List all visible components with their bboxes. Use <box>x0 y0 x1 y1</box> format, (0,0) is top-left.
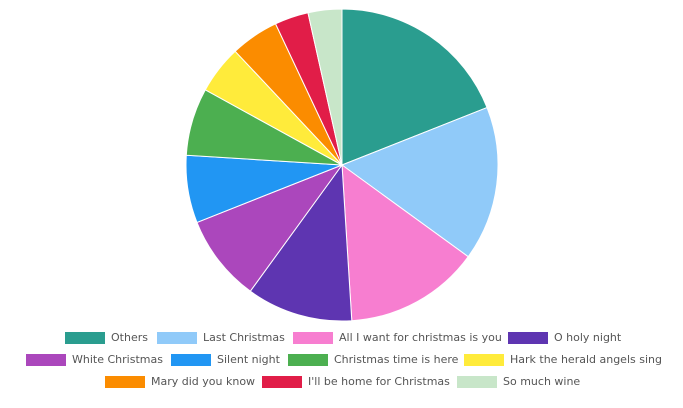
legend-swatch-so-much-wine <box>457 376 497 388</box>
legend-label-silent-night: Silent night <box>217 353 280 366</box>
legend-item-silent-night[interactable]: Silent night <box>171 353 280 367</box>
legend-item-last-christmas[interactable]: Last Christmas <box>157 331 285 345</box>
legend-item-hark-the-herald-angels-sing[interactable]: Hark the herald angels sing <box>464 353 662 367</box>
legend-item-mary-did-you-know[interactable]: Mary did you know <box>105 375 255 389</box>
pie-slice-others[interactable] <box>341 8 488 166</box>
legend-swatch-o-holy-night <box>508 332 548 344</box>
legend-swatch-white-christmas <box>26 354 66 366</box>
legend-item-white-christmas[interactable]: White Christmas <box>26 353 163 367</box>
pie-slice-o-holy-night[interactable] <box>249 163 353 322</box>
legend-swatch-hark-the-herald-angels-sing <box>464 354 504 366</box>
legend-swatch-mary-did-you-know <box>105 376 145 388</box>
legend-label-o-holy-night: O holy night <box>554 331 622 344</box>
legend-item-ill-be-home-for-christmas[interactable]: I'll be home for Christmas <box>262 375 450 389</box>
pie-slice-all-i-want-for-christmas-is-you[interactable] <box>341 163 469 322</box>
pie-slice-white-christmas[interactable] <box>196 163 344 292</box>
legend-item-o-holy-night[interactable]: O holy night <box>508 331 621 345</box>
legend-swatch-christmas-time-is-here <box>288 354 328 366</box>
legend-label-mary-did-you-know: Mary did you know <box>151 375 256 388</box>
legend-label-last-christmas: Last Christmas <box>203 331 285 344</box>
legend-swatch-silent-night <box>171 354 211 366</box>
legend-label-hark-the-herald-angels-sing: Hark the herald angels sing <box>510 353 662 366</box>
legend-label-ill-be-home-for-christmas: I'll be home for Christmas <box>308 375 450 388</box>
legend-item-so-much-wine[interactable]: So much wine <box>457 375 580 389</box>
legend-label-so-much-wine: So much wine <box>503 375 581 388</box>
legend-swatch-ill-be-home-for-christmas <box>262 376 302 388</box>
legend-label-all-i-want-for-christmas-is-you: All I want for christmas is you <box>339 331 502 344</box>
legend-item-christmas-time-is-here[interactable]: Christmas time is here <box>288 353 458 367</box>
legend-item-others[interactable]: Others <box>65 331 148 345</box>
legend-swatch-all-i-want-for-christmas-is-you <box>293 332 333 344</box>
legend-swatch-others <box>65 332 105 344</box>
legend-label-others: Others <box>111 331 148 344</box>
legend-label-white-christmas: White Christmas <box>72 353 163 366</box>
legend-swatch-last-christmas <box>157 332 197 344</box>
legend-label-christmas-time-is-here: Christmas time is here <box>334 353 459 366</box>
pie-slice-so-much-wine[interactable] <box>307 8 343 166</box>
legend-item-all-i-want-for-christmas-is-you[interactable]: All I want for christmas is you <box>293 331 502 345</box>
pie-slice-last-christmas[interactable] <box>340 106 499 258</box>
